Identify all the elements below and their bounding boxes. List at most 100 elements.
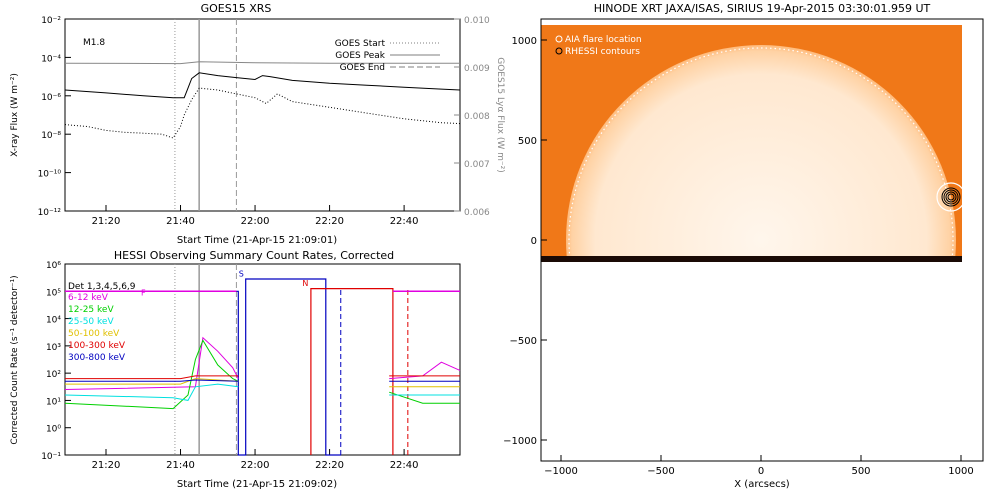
goes-series-short xyxy=(64,87,461,139)
goes-y-right-tick-label: 0.006 xyxy=(464,208,490,218)
rhessi-contour xyxy=(941,187,961,207)
hessi-y-tick-label: 10⁴ xyxy=(46,316,61,326)
xrt-solar-disk xyxy=(566,45,956,262)
goes-x-tick-label: 22:00 xyxy=(241,216,270,227)
hessi-plot-frame xyxy=(64,263,461,456)
hessi-axes: 21:20 21:40 22:00 22:20 22:40 10⁶ 10⁵ 10⁴ 10³ 10²… xyxy=(41,261,418,471)
hessi-series-50-100-keV xyxy=(65,378,239,385)
goes-x-tick-label: 22:20 xyxy=(315,216,344,227)
hessi-title: HESSI Observing Summary Count Rates, Cor… xyxy=(114,249,394,262)
hessi-legend-item: 6-12 keV xyxy=(68,293,109,303)
hessi-legend: Det 1,3,4,5,6,96-12 keV 12-25 keV 25-50 ke… xyxy=(68,282,136,363)
xrt-y-tick-label: −500 xyxy=(510,336,537,347)
goes-y-tick-label: 10⁻⁴ xyxy=(41,54,61,64)
goes-y-right-tick-label: 0.009 xyxy=(464,64,490,74)
goes-x-tick-label: 22:40 xyxy=(390,216,419,227)
hessi-y-tick-label: 10³ xyxy=(46,343,61,353)
goes-x-tick-label: 21:40 xyxy=(166,216,195,227)
goes-y-right-tick-label: 0.007 xyxy=(464,160,490,170)
xrt-y-tick-label: 0 xyxy=(531,236,537,247)
hessi-night-flag xyxy=(310,288,394,455)
xrt-y-tick-label: 1000 xyxy=(512,36,537,47)
hessi-legend-item: 100-300 keV xyxy=(68,341,126,351)
goes-event-lines xyxy=(174,19,237,211)
hessi-x-tick-label: 21:40 xyxy=(166,460,195,471)
xrt-x-tick-label: 500 xyxy=(851,466,870,477)
hessi-legend-item: 50-100 keV xyxy=(68,329,120,339)
goes-y-tick-label: 10⁻² xyxy=(41,16,61,26)
aia-legend-label: AIA flare location xyxy=(565,35,642,45)
rhessi-contour xyxy=(945,191,957,203)
hessi-xlabel: Start Time (21-Apr-15 21:09:02) xyxy=(177,479,337,490)
hessi-series-6-12-keV xyxy=(64,336,239,390)
hessi-panel: HESSI Observing Summary Count Rates, Cor… xyxy=(10,249,461,490)
xrt-x-tick-label: 1000 xyxy=(948,466,973,477)
xrt-legend: AIA flare location RHESSI contours xyxy=(555,35,642,57)
hessi-y-tick-label: 10¹ xyxy=(46,397,61,407)
hessi-x-tick-label: 21:20 xyxy=(92,460,121,471)
hessi-y-tick-label: 10⁰ xyxy=(46,425,61,435)
xrt-y-tick-label: −1000 xyxy=(503,436,537,447)
goes-series-long xyxy=(64,72,461,99)
hessi-y-tick-label: 10² xyxy=(46,370,61,380)
goes-legend-label: GOES Peak xyxy=(335,51,385,61)
rhessi-contour xyxy=(943,189,959,205)
xrt-xlabel: X (arcsecs) xyxy=(734,479,790,490)
hessi-x-tick-label: 22:20 xyxy=(315,460,344,471)
hessi-legend-item: 300-800 keV xyxy=(68,353,126,363)
hessi-flag-f-label: F xyxy=(141,288,146,297)
goes-legend: GOES Start GOES Peak GOES End xyxy=(335,39,440,73)
aia-legend-marker-icon xyxy=(555,35,563,43)
xrt-y-tick-label: 500 xyxy=(518,136,537,147)
hessi-x-tick-label: 22:00 xyxy=(241,460,270,471)
goes-ylabel-right: GOES15 Lyα Flux (W m⁻²) xyxy=(495,57,505,173)
xrt-image xyxy=(541,25,962,262)
goes-ylabel: X-ray Flux (W m⁻²) xyxy=(10,73,20,157)
xrt-flare-markers xyxy=(936,182,966,212)
goes-flare-class: M1.8 xyxy=(83,38,105,48)
xrt-title: HINODE XRT JAXA/ISAS, SIRIUS 19-Apr-2015… xyxy=(594,2,931,15)
hessi-legend-item: 12-25 keV xyxy=(68,305,114,315)
hessi-series-300-800-keV xyxy=(65,379,239,382)
rhessi-contour xyxy=(947,193,955,201)
hessi-series xyxy=(64,336,461,410)
hessi-flag-n-label: N xyxy=(302,279,308,288)
xrt-axes: −1000 −500 0 500 1000 1000 500 0 −500 −1000 xyxy=(503,36,974,477)
xrt-x-tick-label: 0 xyxy=(758,466,764,477)
aia-flare-location-circle xyxy=(936,182,966,212)
hessi-y-tick-label: 10⁶ xyxy=(46,261,61,271)
goes-xlabel: Start Time (21-Apr-15 21:09:01) xyxy=(177,235,337,246)
hessi-y-tick-label: 10⁻¹ xyxy=(41,452,61,462)
hessi-ylabel: Corrected Count Rate (s⁻¹ detector⁻¹) xyxy=(10,275,20,444)
goes-y-right-tick-label: 0.008 xyxy=(464,112,490,122)
goes-y-right-tick-label: 0.010 xyxy=(464,16,490,26)
rhessi-legend-marker-icon xyxy=(555,47,563,55)
goes-series xyxy=(64,61,461,139)
hessi-x-tick-label: 22:40 xyxy=(390,460,419,471)
hessi-y-tick-label: 10⁵ xyxy=(46,288,61,298)
hessi-flag-s-label: S xyxy=(239,269,244,278)
xrt-limb-outline xyxy=(568,47,954,262)
goes-y-tick-label: 10⁻¹² xyxy=(38,208,62,218)
goes-title: GOES15 XRS xyxy=(201,2,272,15)
hessi-series-25-50-keV xyxy=(64,383,239,401)
hessi-saa-flag xyxy=(65,278,341,456)
goes-legend-label: GOES Start xyxy=(335,39,386,49)
goes-y-tick-label: 10⁻⁸ xyxy=(41,131,61,141)
goes-y-tick-label: 10⁻¹⁰ xyxy=(38,170,62,180)
xrt-image-edge-artifact xyxy=(541,256,962,262)
hessi-series-12-25-keV xyxy=(389,391,460,404)
goes-series-ly xyxy=(64,61,460,65)
goes-plot-frame xyxy=(64,18,461,212)
hessi-legend-item: 25-50 keV xyxy=(68,317,114,327)
xrt-panel: HINODE XRT JAXA/ISAS, SIRIUS 19-Apr-2015… xyxy=(503,2,984,490)
hessi-legend-header: Det 1,3,4,5,6,9 xyxy=(68,282,136,292)
hessi-series-100-300-keV xyxy=(65,375,239,380)
goes-y-tick-label: 10⁻⁶ xyxy=(41,93,61,103)
goes-axes: 21:20 21:40 22:00 22:20 22:40 10⁻² 10⁻⁴ 10⁻⁶ 10⁻… xyxy=(38,16,490,227)
goes-panel: GOES15 XRS 21:20 21:40 22:00 22:20 22:40 10⁻²… xyxy=(10,2,505,246)
rhessi-legend-label: RHESSI contours xyxy=(565,47,640,57)
goes-x-tick-label: 21:20 xyxy=(92,216,121,227)
hessi-series-6-12-keV xyxy=(389,361,461,380)
